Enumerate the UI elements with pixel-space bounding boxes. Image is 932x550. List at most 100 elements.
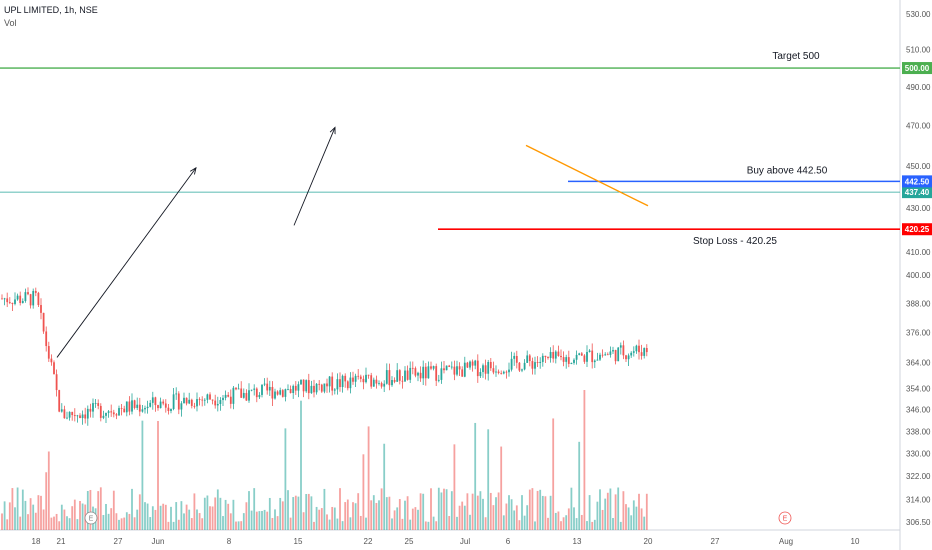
volume-bar [323,488,326,530]
candle-body [495,371,497,373]
candle-body [154,397,157,406]
trend-arrow [56,168,196,358]
volume-bar [240,521,243,530]
candle-body [625,355,627,360]
candle-body [638,345,640,353]
volume-bar [180,501,183,530]
candle-body [466,362,469,368]
candle-body [560,355,562,358]
candle-body [45,331,48,347]
target-price-tag [902,62,932,75]
volume-bar [258,511,261,530]
volume-bar [297,496,300,530]
volume-bar [71,506,74,530]
candle-body [32,290,35,306]
candle-body [292,385,295,394]
volume-bar [500,446,503,530]
candle-body [344,375,347,382]
volume-bar [242,513,245,530]
volume-bar [216,489,219,530]
candle-body [526,355,529,363]
volume-bar [34,512,37,530]
candle-body [635,345,638,352]
volume-bar [435,521,438,530]
candle-body [336,379,339,390]
candle-body [271,386,274,399]
candle-body [313,385,315,393]
volume-bar [635,506,638,530]
candle-body [248,390,250,401]
volume-bar [424,521,427,530]
candle-body [518,362,521,371]
candle-body [261,384,263,395]
volume-bar [638,493,640,530]
volume-bar [79,500,81,530]
candle-body [227,394,230,397]
volume-bar [8,502,11,530]
candle-body [310,385,313,394]
candle-body [552,351,555,359]
candle-body [619,345,622,348]
volume-bar [365,517,367,530]
volume-bar [445,489,448,530]
volume-bar [292,497,295,530]
candle-body [222,397,224,401]
price-tick-label: 510.00 [906,46,931,55]
volume-bar [99,487,102,530]
volume-bar [372,495,375,530]
candle-body [29,294,32,306]
volume-bar [250,510,253,530]
candle-body [599,354,601,360]
candle-body [14,299,16,304]
volume-bar [534,521,536,530]
volume-bar [97,491,100,530]
candle-body [40,305,42,313]
volume-bar [138,494,141,530]
volume-bar [541,495,544,530]
candle-body [406,370,409,380]
candle-body [435,366,438,381]
candle-body [570,362,573,364]
volume-bar [640,508,643,530]
candle-body [484,365,487,374]
volume-bar [177,519,180,530]
candle-body [505,371,508,373]
volume-bar [495,497,497,530]
volume-bar [560,521,562,530]
volume-bar [562,517,565,530]
candle-body [497,371,500,373]
volume-bar [276,516,279,530]
volume-bar [401,518,404,530]
volume-bar [63,509,66,530]
volume-bar [526,505,529,530]
candle-body [255,388,258,398]
candle-body [175,393,178,395]
candle-body [471,361,474,366]
candle-body [279,390,282,395]
candle-body [510,358,513,370]
candle-body [489,361,492,369]
volume-bar [393,510,396,530]
volume-bar [183,513,185,530]
candle-body [235,387,237,390]
volume-bar [201,518,204,530]
volume-bar [450,491,453,530]
candle-body [284,389,287,397]
volume-indicator-label: Vol [4,18,17,28]
candle-body [266,383,269,391]
candle-body [206,394,209,400]
volume-bar [557,511,560,530]
candle-body [144,408,146,410]
volume-bar [362,454,365,530]
candle-body [86,408,89,419]
volume-bar [505,503,508,530]
volume-bar [222,516,224,530]
candle-body [378,383,380,384]
volume-bar [167,521,170,530]
volume-bar [378,500,380,530]
volume-bar [266,511,269,530]
candle-body [326,383,328,387]
candle-body [487,361,490,374]
candle-body [396,370,399,382]
